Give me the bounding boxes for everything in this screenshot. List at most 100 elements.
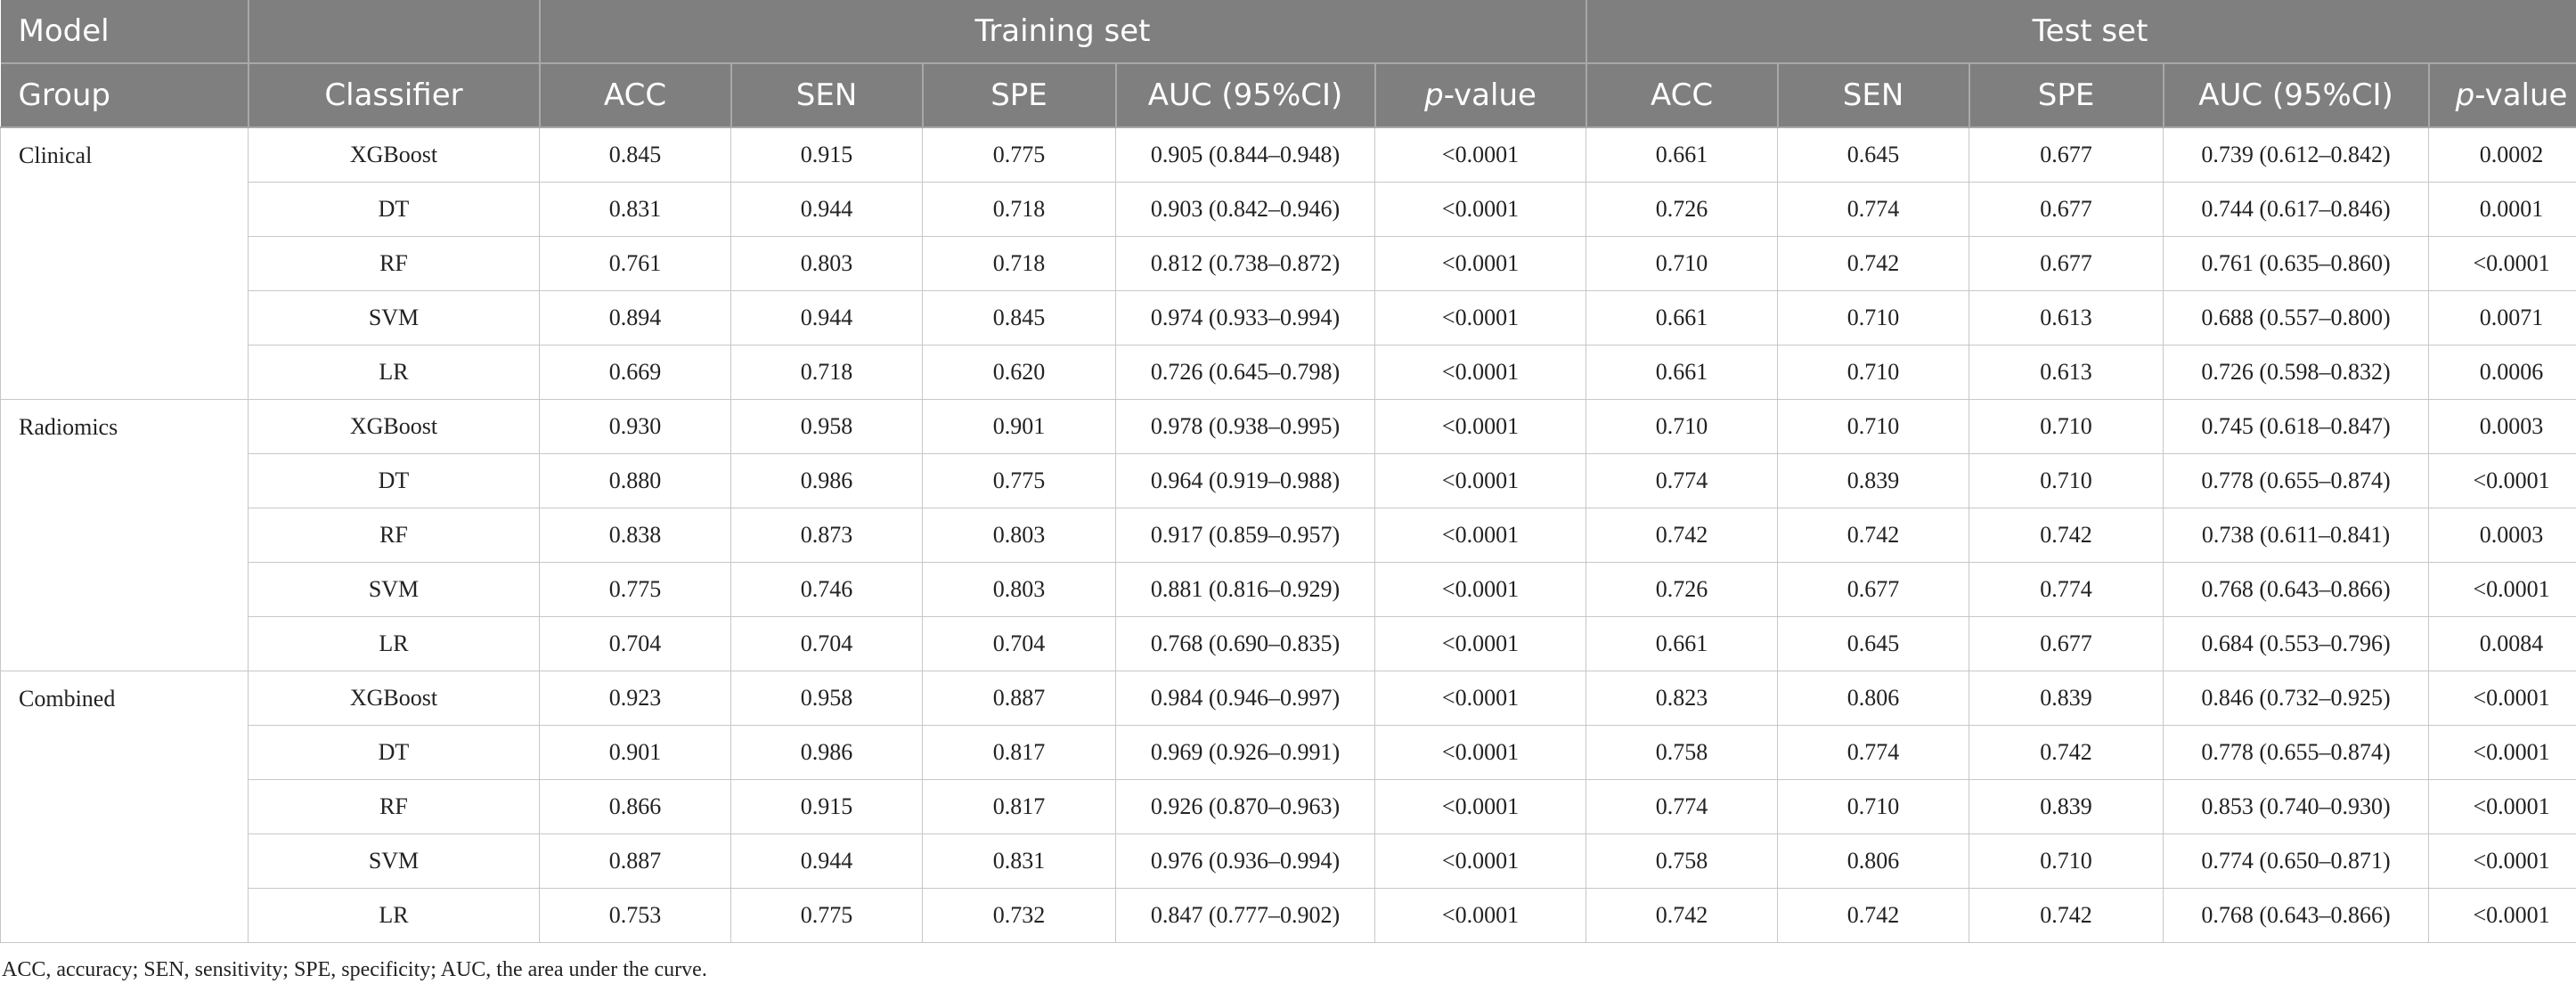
train-spe-cell: 0.704 — [922, 616, 1116, 671]
test-sen-cell: 0.839 — [1777, 453, 1970, 508]
train-spe-cell: 0.887 — [922, 671, 1116, 726]
test-spe-cell: 0.613 — [1969, 290, 2164, 346]
train-acc-cell: 0.930 — [539, 399, 731, 454]
train-spe-cell: 0.718 — [922, 182, 1116, 237]
train-acc-cell: 0.753 — [539, 888, 731, 943]
test-spe-cell: 0.677 — [1969, 127, 2164, 183]
classifier-cell: XGBoost — [248, 671, 540, 726]
p-suffix: -value — [1443, 77, 1537, 113]
table-row: Combined XGBoost 0.923 0.958 0.887 0.984 (0.9… — [0, 671, 2576, 943]
test-spe-cell: 0.710 — [1969, 399, 2164, 454]
train-auc-cell: 0.926 (0.870–0.963) — [1115, 779, 1375, 834]
train-acc-cell: 0.894 — [539, 290, 731, 346]
test-acc-cell: 0.710 — [1586, 399, 1779, 454]
test-spe-cell: 0.742 — [1969, 725, 2164, 780]
test-p-value-cell: 0.0084 — [2428, 616, 2576, 671]
train-p-value-cell: <0.0001 — [1374, 671, 1587, 726]
train-p-value-cell: <0.0001 — [1374, 399, 1587, 454]
train-p-value-cell: <0.0001 — [1374, 725, 1587, 780]
p-suffix: -value — [2474, 77, 2568, 113]
train-acc-cell: 0.775 — [539, 562, 731, 617]
test-auc-cell: 0.688 (0.557–0.800) — [2163, 290, 2430, 346]
test-sen-cell: 0.710 — [1777, 290, 1970, 346]
test-spe-cell: 0.839 — [1969, 671, 2164, 726]
train-p-value-cell: <0.0001 — [1374, 290, 1587, 346]
classifier-cell: SVM — [248, 290, 540, 346]
train-sen-cell: 0.803 — [730, 236, 923, 291]
train-spe-cell: 0.803 — [922, 562, 1116, 617]
test-p-value-cell: 0.0003 — [2428, 508, 2576, 563]
train-p-value-cell: <0.0001 — [1374, 779, 1587, 834]
p-italic: p — [1424, 77, 1444, 113]
test-p-value-cell: 0.0001 — [2428, 182, 2576, 237]
classifier-cell: RF — [248, 508, 540, 563]
train-auc-cell: 0.881 (0.816–0.929) — [1115, 562, 1375, 617]
test-spe-cell: 0.710 — [1969, 833, 2164, 889]
train-sen-cell: 0.746 — [730, 562, 923, 617]
test-acc-header: ACC — [1586, 63, 1779, 128]
test-p-value-cell: <0.0001 — [2428, 833, 2576, 889]
train-acc-cell: 0.901 — [539, 725, 731, 780]
test-sen-cell: 0.774 — [1777, 725, 1970, 780]
test-auc-cell: 0.778 (0.655–0.874) — [2163, 725, 2430, 780]
test-p-value-cell: 0.0002 — [2428, 127, 2576, 183]
train-acc-cell: 0.831 — [539, 182, 731, 237]
table-row: Clinical XGBoost 0.845 0.915 0.775 0.905 (0.8… — [0, 127, 2576, 400]
train-auc-cell: 0.903 (0.842–0.946) — [1115, 182, 1375, 237]
train-sen-cell: 0.944 — [730, 182, 923, 237]
train-sen-cell: 0.958 — [730, 399, 923, 454]
train-auc-cell: 0.984 (0.946–0.997) — [1115, 671, 1375, 726]
test-auc-header: AUC (95%CI) — [2163, 63, 2430, 128]
classifier-cell: RF — [248, 236, 540, 291]
train-auc-cell: 0.974 (0.933–0.994) — [1115, 290, 1375, 346]
train-sen-cell: 0.915 — [730, 127, 923, 183]
test-set-header: Test set — [1586, 0, 2576, 64]
train-acc-cell: 0.880 — [539, 453, 731, 508]
train-sen-cell: 0.944 — [730, 833, 923, 889]
test-auc-cell: 0.744 (0.617–0.846) — [2163, 182, 2430, 237]
test-sen-cell: 0.645 — [1777, 127, 1970, 183]
train-sen-cell: 0.986 — [730, 725, 923, 780]
test-sen-cell: 0.742 — [1777, 236, 1970, 291]
train-spe-cell: 0.732 — [922, 888, 1116, 943]
train-acc-header: ACC — [539, 63, 732, 128]
train-p-value-cell: <0.0001 — [1374, 453, 1587, 508]
test-acc-cell: 0.758 — [1586, 833, 1779, 889]
train-acc-cell: 0.761 — [539, 236, 731, 291]
test-spe-cell: 0.710 — [1969, 453, 2164, 508]
test-acc-cell: 0.742 — [1586, 888, 1779, 943]
train-spe-header: SPE — [922, 63, 1117, 128]
training-set-header: Training set — [539, 0, 1587, 64]
table-row: LR 0.669 0.718 0.620 0.726 (0.645–0.798) <0.0… — [1, 345, 2576, 400]
train-auc-cell: 0.969 (0.926–0.991) — [1115, 725, 1375, 780]
test-p-value-cell: 0.0003 — [2428, 399, 2576, 454]
test-spe-cell: 0.677 — [1969, 616, 2164, 671]
table-row: SVM 0.887 0.944 0.831 0.976 (0.936–0.994) <0.… — [1, 833, 2576, 889]
test-auc-cell: 0.738 (0.611–0.841) — [2163, 508, 2430, 563]
train-sen-header: SEN — [730, 63, 924, 128]
train-acc-cell: 0.887 — [539, 833, 731, 889]
train-spe-cell: 0.817 — [922, 725, 1116, 780]
test-p-value-cell: <0.0001 — [2428, 236, 2576, 291]
train-spe-cell: 0.901 — [922, 399, 1116, 454]
train-acc-cell: 0.704 — [539, 616, 731, 671]
test-auc-cell: 0.778 (0.655–0.874) — [2163, 453, 2430, 508]
classifier-cell: LR — [248, 345, 540, 400]
test-sen-cell: 0.677 — [1777, 562, 1970, 617]
test-spe-cell: 0.742 — [1969, 508, 2164, 563]
train-sen-cell: 0.704 — [730, 616, 923, 671]
test-p-value-cell: <0.0001 — [2428, 562, 2576, 617]
test-auc-cell: 0.761 (0.635–0.860) — [2163, 236, 2430, 291]
table-row: DT 0.831 0.944 0.718 0.903 (0.842–0.946) <0.0… — [1, 182, 2576, 237]
test-sen-cell: 0.710 — [1777, 779, 1970, 834]
table-row: RF 0.866 0.915 0.817 0.926 (0.870–0.963) <0.0… — [1, 779, 2576, 834]
train-auc-cell: 0.847 (0.777–0.902) — [1115, 888, 1375, 943]
train-auc-cell: 0.978 (0.938–0.995) — [1115, 399, 1375, 454]
train-auc-cell: 0.905 (0.844–0.948) — [1115, 127, 1375, 183]
classifier-cell: DT — [248, 725, 540, 780]
header-row-top: Model Training set Test set — [0, 0, 2576, 64]
test-sen-cell: 0.774 — [1777, 182, 1970, 237]
test-acc-cell: 0.726 — [1586, 562, 1779, 617]
test-spe-cell: 0.677 — [1969, 182, 2164, 237]
train-spe-cell: 0.718 — [922, 236, 1116, 291]
